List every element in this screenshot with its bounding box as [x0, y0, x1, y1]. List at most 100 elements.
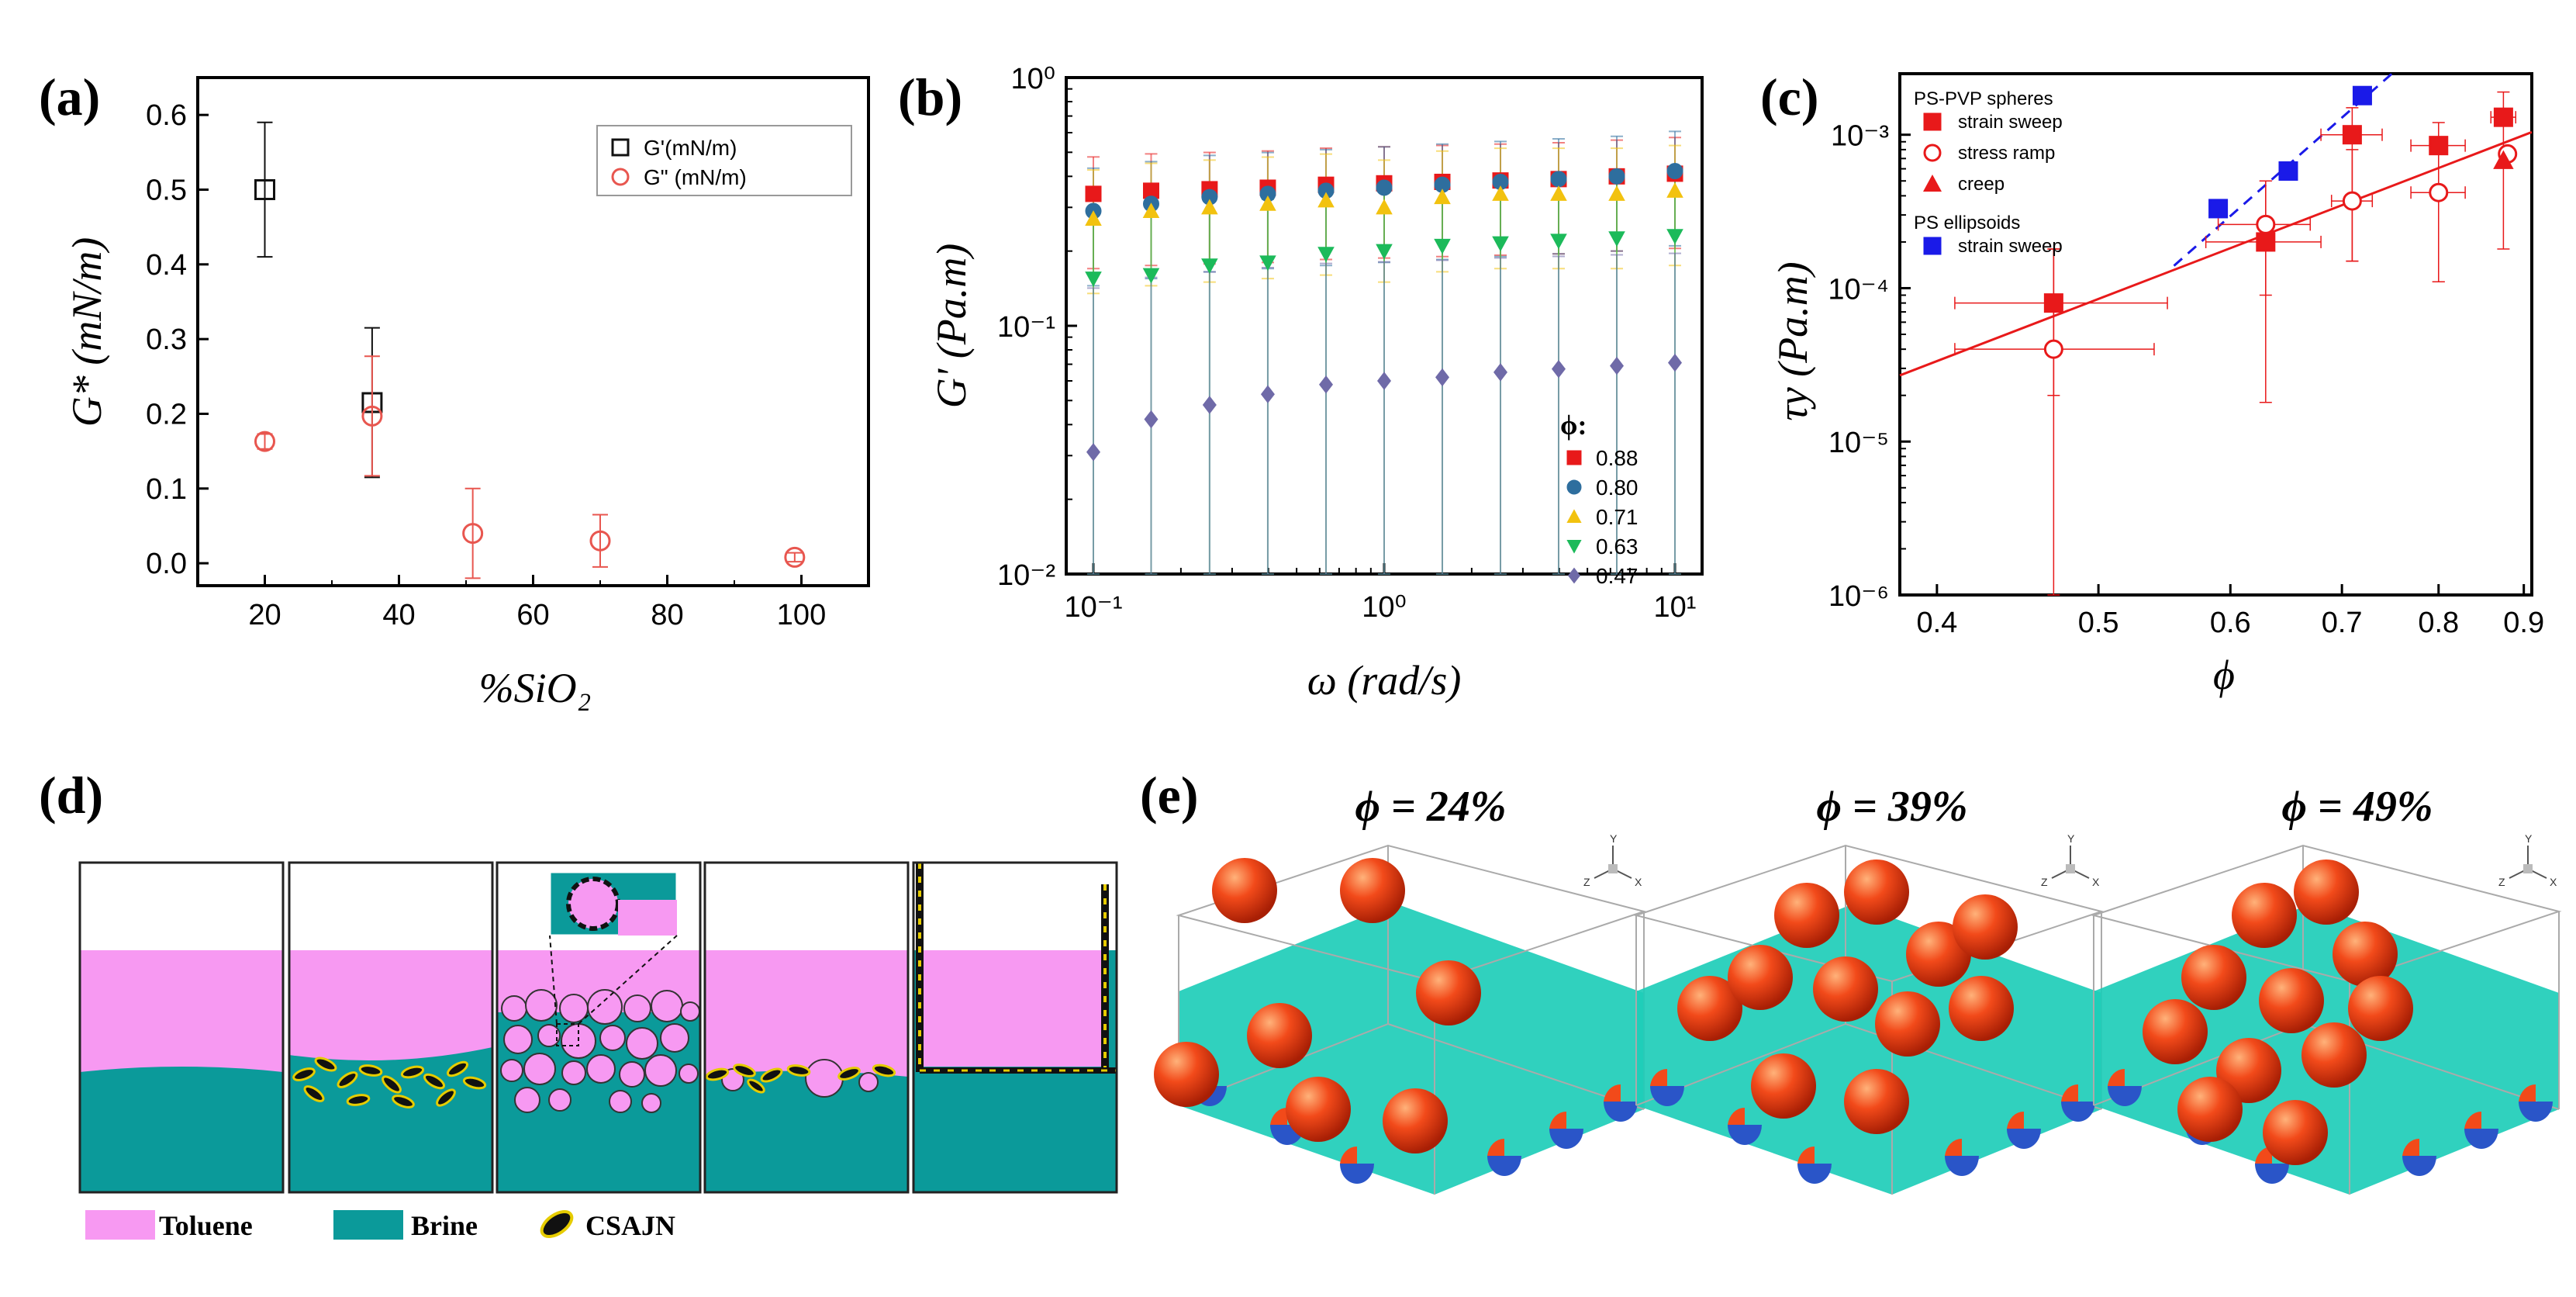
render-cap	[1487, 1156, 1521, 1176]
render-2-title: ϕ = 39%	[1817, 783, 1968, 831]
render-cap-top	[1549, 1111, 1566, 1129]
b-point-0.71	[1142, 202, 1160, 219]
b-point-0.63	[1317, 247, 1335, 262]
render-axis-x: X	[2550, 876, 2557, 888]
a-xtick-label: 100	[777, 599, 826, 631]
render-cap	[1604, 1102, 1638, 1122]
c-legend-marker-3	[1923, 237, 1942, 255]
panel-a-label: (a)	[39, 67, 100, 126]
render-sphere	[1751, 1053, 1816, 1119]
a-xtick-label: 40	[382, 599, 415, 631]
c-point-1	[2256, 214, 2276, 234]
render-cap-top	[2464, 1111, 2481, 1129]
b-point-0.71	[1376, 199, 1393, 215]
b-point-0.47	[1086, 443, 1100, 462]
a-errorbar	[257, 121, 273, 258]
legend-gdoubleprime-label: G" (mN/m)	[644, 165, 747, 189]
panel-e-label: (e)	[1140, 766, 1198, 825]
panel-d-label: (d)	[39, 766, 103, 825]
legend-brine-swatch	[333, 1210, 403, 1240]
render-sphere	[2259, 968, 2324, 1033]
render-sphere	[1677, 976, 1742, 1041]
panel-a-ylabel: G* (mN/m)	[64, 237, 110, 427]
render-axis-cube	[2066, 864, 2075, 873]
schematic-box-5	[912, 861, 1118, 1194]
c-point-0	[2342, 125, 2362, 145]
render-cap-top	[1728, 1107, 1745, 1125]
render-cap	[1650, 1086, 1684, 1106]
render-sphere	[1844, 1069, 1909, 1134]
b-point-0.80	[1376, 179, 1393, 196]
b-xtick-label: 10⁰	[1362, 591, 1407, 624]
b-point-0.71	[1085, 210, 1102, 226]
toluene-layer-1	[80, 950, 283, 1072]
c-ytick-label: 10⁻⁴	[1828, 273, 1889, 306]
b-errorbar	[1203, 271, 1216, 575]
c-point-1	[2429, 182, 2449, 202]
render-sphere	[2263, 1100, 2328, 1165]
render-cap-top	[1650, 1068, 1667, 1086]
render-sphere	[1953, 894, 2018, 960]
render-cap	[2108, 1086, 2142, 1106]
render-axis-y: Y	[2525, 832, 2533, 845]
b-point-0.71	[1201, 199, 1218, 215]
c-point-3	[2352, 85, 2372, 105]
render-sphere	[1340, 858, 1405, 923]
render-cap-top	[2061, 1084, 2078, 1102]
b-legend-marker-0.63	[1566, 540, 1582, 554]
render-2: Y X Z	[1633, 832, 2105, 1195]
b-legend-label-0.47: 0.47	[1596, 564, 1638, 588]
a-xtick-label: 80	[651, 599, 683, 631]
b-errorbar	[1378, 261, 1390, 575]
b-point-0.63	[1201, 258, 1218, 275]
c-point-3	[2278, 161, 2298, 181]
b-point-0.71	[1259, 195, 1276, 211]
render-cap	[1549, 1129, 1583, 1149]
render-cap	[2061, 1102, 2095, 1122]
b-point-0.63	[1492, 236, 1509, 252]
a-point-0	[254, 178, 275, 200]
b-point-0.71	[1317, 192, 1335, 208]
render-sphere	[1416, 960, 1481, 1025]
c-xtick-label: 0.8	[2418, 607, 2459, 639]
panel-a-legend-box	[596, 125, 852, 196]
render-sphere	[1154, 1042, 1219, 1107]
legend-gprime-label: G'(mN/m)	[644, 136, 737, 160]
render-sphere	[1813, 956, 1878, 1022]
a-point-1	[462, 523, 484, 545]
a-ytick-label: 0.6	[146, 99, 187, 132]
render-cap	[1728, 1125, 1762, 1145]
a-errorbar	[364, 355, 380, 477]
b-point-0.63	[1666, 229, 1683, 245]
c-legend-label-0: strain sweep	[1958, 112, 2063, 133]
panel-a: (a) 20 40 60 80 100 0.0 0.1 0.2 0.3 0.4 0.5 0.6 G'(…	[39, 67, 870, 711]
render-sphere	[1286, 1077, 1351, 1142]
render-cap-top	[1270, 1107, 1287, 1125]
a-xtick-label: 60	[516, 599, 549, 631]
b-point-0.63	[1608, 231, 1625, 247]
render-sphere	[1728, 945, 1793, 1010]
panel-d: (d)	[39, 766, 1118, 1241]
render-cap	[1945, 1156, 1979, 1176]
b-point-0.47	[1610, 356, 1625, 375]
a-errorbar	[257, 433, 273, 450]
panel-b: (b) 10⁻¹ 10⁰ 10¹ 10⁻² 10⁻¹ 10⁰ ϕ: 0.88 0.80 0.7…	[898, 63, 1704, 704]
a-ytick-label: 0.5	[146, 174, 187, 206]
render-sphere	[2181, 945, 2246, 1010]
b-point-0.63	[1142, 268, 1160, 284]
panel-c-xlabel: ϕ	[2213, 652, 2235, 698]
render-axis-y: Y	[1610, 832, 1618, 845]
c-point-1	[2043, 339, 2063, 359]
b-point-0.88	[1142, 182, 1159, 199]
panel-b-label: (b)	[898, 67, 962, 126]
render-1: Y X Z	[1154, 832, 1647, 1195]
panel-e: (e) ϕ = 24% ϕ = 39% ϕ = 49% Y X Z Y X Z Y X Z	[1140, 766, 2562, 1195]
c-point-1	[2342, 191, 2362, 211]
legend-gprime-marker	[611, 138, 630, 157]
a-errorbar	[786, 552, 803, 563]
c-point-3	[2208, 199, 2229, 219]
render-cap	[2255, 1164, 2289, 1184]
render-sphere	[1949, 976, 2014, 1041]
b-errorbar	[1261, 266, 1274, 575]
panel-c-legend-group-2: PS ellipsoids	[1914, 213, 2020, 233]
